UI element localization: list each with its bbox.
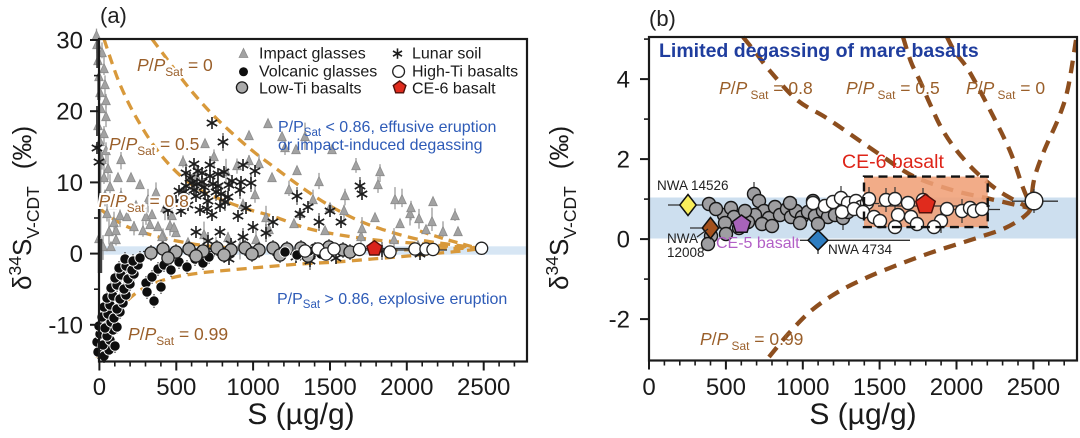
svg-text:NWA 4734: NWA 4734 bbox=[828, 242, 893, 257]
svg-text:P/PSat = 0.99: P/PSat = 0.99 bbox=[128, 324, 228, 348]
svg-text:1000: 1000 bbox=[226, 374, 279, 401]
svg-text:12008: 12008 bbox=[667, 245, 705, 260]
svg-text:CE-6 basalt: CE-6 basalt bbox=[842, 151, 944, 173]
svg-text:4: 4 bbox=[617, 67, 630, 94]
svg-text:2000: 2000 bbox=[930, 374, 983, 401]
svg-text:Limited degassing of mare basa: Limited degassing of mare basalts bbox=[659, 40, 979, 62]
svg-text:P/PSat = 0.5: P/PSat = 0.5 bbox=[109, 134, 199, 158]
svg-text:CE-5 basalt: CE-5 basalt bbox=[716, 235, 800, 252]
svg-text:P/PSat < 0.86, effusive erupti: P/PSat < 0.86, effusive eruption bbox=[278, 119, 496, 139]
svg-text:1000: 1000 bbox=[776, 374, 829, 401]
svg-text:1500: 1500 bbox=[853, 374, 906, 401]
svg-text:NWA: NWA bbox=[667, 231, 698, 246]
svg-text:S (µg/g): S (µg/g) bbox=[247, 398, 354, 431]
svg-text:CE-6 basalt: CE-6 basalt bbox=[412, 81, 496, 98]
svg-text:Lunar soil: Lunar soil bbox=[412, 46, 481, 63]
svg-text:20: 20 bbox=[56, 99, 83, 126]
svg-text:0: 0 bbox=[93, 374, 106, 401]
svg-text:2: 2 bbox=[617, 147, 630, 174]
svg-text:10: 10 bbox=[56, 170, 83, 197]
svg-text:2500: 2500 bbox=[457, 374, 510, 401]
svg-text:2500: 2500 bbox=[1007, 374, 1060, 401]
svg-text:-2: -2 bbox=[609, 307, 630, 334]
svg-text:500: 500 bbox=[706, 374, 746, 401]
svg-text:500: 500 bbox=[156, 374, 196, 401]
svg-text:0: 0 bbox=[617, 227, 630, 254]
svg-text:P/PSat > 0.86, explosive erupt: P/PSat > 0.86, explosive eruption bbox=[277, 291, 507, 311]
svg-text:0: 0 bbox=[70, 241, 83, 268]
svg-text:30: 30 bbox=[56, 28, 83, 55]
svg-text:NWA 14526: NWA 14526 bbox=[657, 178, 729, 193]
svg-text:1500: 1500 bbox=[303, 374, 356, 401]
svg-text:Impact glasses: Impact glasses bbox=[259, 46, 366, 63]
svg-text:-10: -10 bbox=[48, 312, 83, 339]
svg-text:0: 0 bbox=[642, 374, 655, 401]
svg-text:or impact-induced degassing: or impact-induced degassing bbox=[278, 137, 483, 154]
svg-text:Volcanic glasses: Volcanic glasses bbox=[259, 64, 377, 81]
svg-text:Low-Ti basalts: Low-Ti basalts bbox=[259, 81, 362, 98]
svg-text:High-Ti basalts: High-Ti basalts bbox=[412, 64, 518, 81]
svg-text:(b): (b) bbox=[649, 6, 676, 31]
svg-text:S (µg/g): S (µg/g) bbox=[809, 398, 916, 431]
svg-text:(a): (a) bbox=[100, 3, 127, 28]
svg-text:2000: 2000 bbox=[380, 374, 433, 401]
